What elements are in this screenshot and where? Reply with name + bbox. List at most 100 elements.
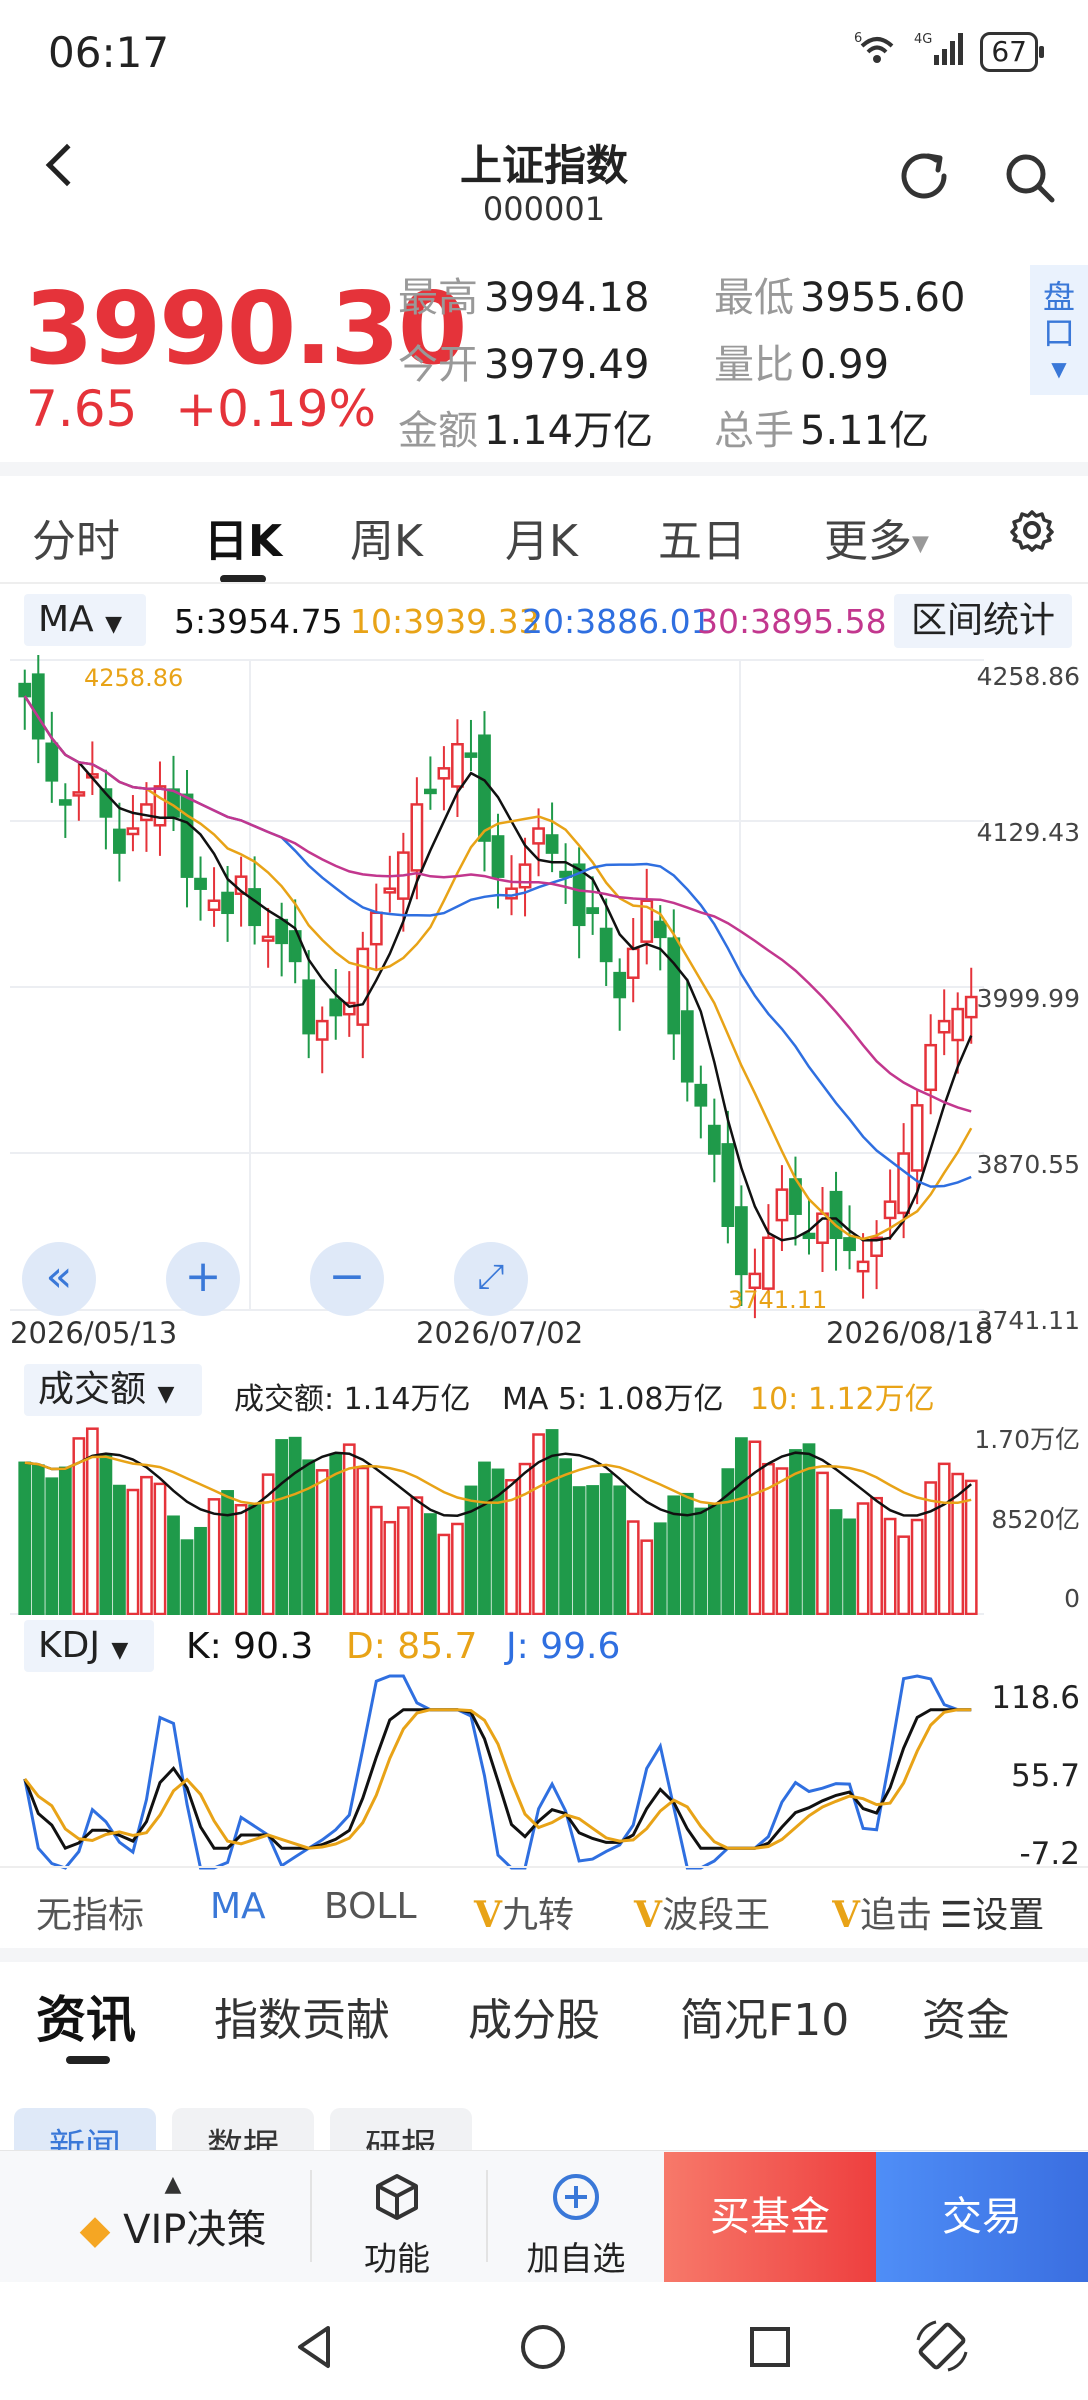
volume-bar bbox=[599, 1473, 613, 1615]
indicator-boll[interactable]: BOLL bbox=[324, 1886, 417, 1927]
buy-fund-button[interactable]: 买基金 bbox=[664, 2152, 876, 2282]
search-icon[interactable] bbox=[1002, 150, 1058, 210]
tab-constituents[interactable]: 成分股 bbox=[468, 1995, 600, 2046]
trade-button[interactable]: 交易 bbox=[876, 2152, 1088, 2282]
fullscreen-icon[interactable]: ⤢ bbox=[454, 1242, 528, 1316]
price-axis-label: 3870.55 bbox=[976, 1150, 1080, 1179]
candlestick-chart[interactable] bbox=[0, 655, 1088, 1355]
candle bbox=[383, 887, 397, 894]
kdj-j-line bbox=[23, 1674, 972, 1870]
back-nav-icon[interactable] bbox=[290, 2322, 340, 2372]
candle bbox=[180, 793, 194, 878]
volume-bar bbox=[234, 1503, 248, 1615]
kdj-selector[interactable]: KDJ ▼ bbox=[24, 1620, 154, 1672]
refresh-icon[interactable] bbox=[898, 150, 954, 210]
candle bbox=[572, 863, 586, 927]
kdj-d-line bbox=[23, 1708, 972, 1850]
candle bbox=[680, 1010, 694, 1083]
change-value: 7.65 bbox=[26, 380, 138, 438]
volume-bar bbox=[410, 1496, 424, 1615]
tab-more[interactable]: 更多▼ bbox=[824, 516, 929, 567]
range-stat-button[interactable]: 区间统计 bbox=[894, 594, 1072, 648]
candle bbox=[843, 1237, 856, 1252]
tab-daily-k[interactable]: 日K bbox=[204, 516, 283, 567]
ma20-line bbox=[23, 695, 972, 1188]
wifi-icon: 6 bbox=[854, 30, 900, 74]
indicator-jiuzhuan[interactable]: V九转 bbox=[474, 1894, 574, 1936]
candle bbox=[951, 1007, 965, 1042]
volume-bar bbox=[329, 1453, 343, 1615]
volume-axis-label: 1.70万亿 bbox=[974, 1425, 1080, 1454]
vip-decision-button[interactable]: ▲ ◆ VIP决策 bbox=[38, 2172, 308, 2255]
rotate-screen-icon[interactable] bbox=[912, 2316, 972, 2376]
candle bbox=[315, 1019, 329, 1041]
volume-bar bbox=[85, 1427, 99, 1615]
volume-bar bbox=[856, 1502, 870, 1615]
candle bbox=[505, 887, 518, 900]
kdj-chart[interactable] bbox=[0, 1672, 1088, 1872]
indicator-boduanwang[interactable]: V波段王 bbox=[634, 1894, 770, 1936]
tab-f10[interactable]: 简况F10 bbox=[680, 1995, 850, 2046]
volume-bar bbox=[31, 1464, 45, 1615]
volume-bar bbox=[829, 1509, 843, 1615]
tab-weekly-k[interactable]: 周K bbox=[350, 516, 423, 567]
chevron-up-icon: ▲ bbox=[164, 2172, 182, 2197]
function-button[interactable]: 功能 bbox=[332, 2170, 462, 2280]
candle bbox=[937, 1019, 951, 1034]
ma30-value: 30:3895.58 bbox=[697, 602, 887, 641]
volume-bar bbox=[775, 1467, 789, 1615]
volume-bar bbox=[18, 1461, 32, 1615]
indicator-ma[interactable]: MA bbox=[210, 1886, 266, 1927]
active-tab-indicator bbox=[220, 575, 266, 583]
kdj-d-value: D: 85.7 bbox=[346, 1626, 478, 1667]
chevron-down-icon: ▼ bbox=[157, 1382, 175, 1407]
volume-ma5-line bbox=[24, 1451, 972, 1517]
candle bbox=[464, 752, 478, 758]
add-watchlist-button[interactable]: 加自选 bbox=[508, 2170, 644, 2280]
volume-bar bbox=[369, 1505, 383, 1615]
vip-v-icon: V bbox=[832, 1894, 860, 1936]
volume-bar bbox=[707, 1502, 721, 1615]
indicator-settings[interactable]: ☰设置 bbox=[936, 1886, 1045, 1938]
volume-bar bbox=[180, 1539, 194, 1615]
tab-intraday[interactable]: 分时 bbox=[32, 516, 120, 567]
volume-bar bbox=[816, 1471, 829, 1615]
indicator-zhuiji[interactable]: V追击 bbox=[832, 1894, 932, 1936]
candle bbox=[437, 767, 451, 780]
tab-capital[interactable]: 资金 bbox=[922, 1995, 1010, 2046]
volume-bar bbox=[937, 1462, 951, 1615]
candle bbox=[897, 1152, 911, 1215]
volume-chart[interactable] bbox=[0, 1420, 1088, 1615]
recents-nav-icon[interactable] bbox=[745, 2322, 795, 2372]
candle bbox=[113, 828, 126, 854]
current-price: 3990.30 bbox=[24, 270, 467, 387]
chevron-down-icon: ▼ bbox=[105, 612, 123, 637]
volume-bar bbox=[626, 1520, 640, 1615]
indicator-none[interactable]: 无指标 bbox=[36, 1895, 145, 1936]
volume-bar bbox=[451, 1522, 464, 1615]
ma-selector[interactable]: MA ▼ bbox=[24, 594, 146, 646]
pankou-toggle[interactable]: 盘口 ▼ bbox=[1030, 265, 1088, 395]
battery-icon: 67 bbox=[980, 32, 1044, 72]
volume-selector[interactable]: 成交额 ▼ bbox=[24, 1364, 202, 1416]
tab-news[interactable]: 资讯 bbox=[36, 1991, 136, 2049]
volume-amount: 成交额: 1.14万亿 bbox=[234, 1382, 471, 1417]
volume-bar bbox=[910, 1518, 924, 1615]
home-nav-icon[interactable] bbox=[518, 2322, 568, 2372]
tab-monthly-k[interactable]: 月K bbox=[505, 516, 578, 567]
candle bbox=[613, 971, 627, 999]
ma30-line bbox=[23, 695, 972, 1113]
volume-bar bbox=[99, 1453, 113, 1615]
candle bbox=[518, 863, 532, 889]
zoom-in-button[interactable]: + bbox=[166, 1242, 240, 1316]
stat-volume-ratio: 量比 0.99 bbox=[714, 342, 890, 388]
tab-index-contribution[interactable]: 指数贡献 bbox=[214, 1995, 390, 2046]
rewind-icon[interactable]: « bbox=[22, 1242, 96, 1316]
zoom-out-button[interactable]: − bbox=[310, 1242, 384, 1316]
system-nav-bar bbox=[0, 2282, 1088, 2400]
settings-gear-icon[interactable] bbox=[1010, 508, 1054, 556]
volume-bar bbox=[167, 1515, 180, 1615]
chevron-down-icon: ▼ bbox=[912, 531, 929, 557]
volume-bar bbox=[545, 1429, 559, 1615]
tab-five-day[interactable]: 五日 bbox=[658, 516, 746, 567]
